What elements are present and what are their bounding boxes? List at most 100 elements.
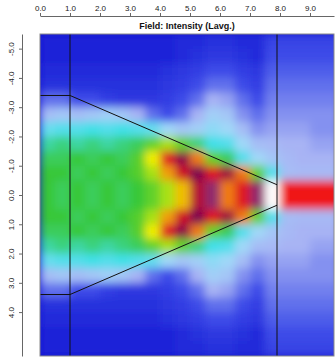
heat-cell bbox=[100, 341, 116, 356]
y-tick-label: 1.0 bbox=[7, 219, 16, 231]
heat-cell bbox=[280, 136, 296, 151]
heat-cell bbox=[145, 268, 161, 283]
y-tick-label: -3.0 bbox=[7, 100, 16, 114]
heat-cell bbox=[310, 180, 326, 195]
x-tick-mark bbox=[220, 13, 221, 16]
heat-cell bbox=[175, 122, 191, 137]
heat-cell bbox=[235, 312, 251, 327]
heat-cell bbox=[295, 239, 311, 254]
heat-cell bbox=[310, 136, 326, 151]
heat-cell bbox=[100, 210, 116, 225]
heat-cell bbox=[280, 312, 296, 327]
y-tick-mark bbox=[19, 107, 22, 108]
heat-cell bbox=[160, 210, 176, 225]
heat-cell bbox=[145, 327, 161, 342]
heat-cell bbox=[55, 122, 71, 137]
heat-cell bbox=[55, 312, 71, 327]
y-tick-label: 2.0 bbox=[7, 248, 16, 260]
heat-cell bbox=[145, 136, 161, 151]
heat-cell bbox=[70, 268, 86, 283]
heat-cell bbox=[220, 341, 236, 356]
heat-cell bbox=[85, 224, 101, 239]
heat-cell bbox=[130, 327, 146, 342]
heat-cell bbox=[205, 254, 221, 269]
heat-cell bbox=[325, 93, 334, 108]
heat-cell bbox=[100, 224, 116, 239]
heat-cell bbox=[265, 210, 281, 225]
heat-cell bbox=[160, 166, 176, 181]
heat-cell bbox=[130, 297, 146, 312]
heat-cell bbox=[115, 151, 131, 166]
heat-cell bbox=[100, 254, 116, 269]
heat-cell bbox=[85, 78, 101, 93]
heatmap bbox=[40, 34, 334, 356]
y-tick: 3.0 bbox=[7, 277, 22, 289]
heat-cell bbox=[235, 78, 251, 93]
heat-cell bbox=[70, 151, 86, 166]
heat-cell bbox=[145, 34, 161, 49]
heat-cell bbox=[250, 268, 266, 283]
heat-cell bbox=[115, 239, 131, 254]
heat-cell bbox=[265, 268, 281, 283]
x-tick-mark bbox=[310, 13, 311, 16]
heat-cell bbox=[175, 268, 191, 283]
heat-cell bbox=[205, 283, 221, 298]
heat-cell bbox=[115, 122, 131, 137]
heat-cell bbox=[70, 122, 86, 137]
x-tick-label: 5.0 bbox=[185, 4, 197, 13]
heat-cell bbox=[145, 49, 161, 64]
heat-cell bbox=[280, 297, 296, 312]
heat-cell bbox=[130, 210, 146, 225]
heat-cell bbox=[175, 327, 191, 342]
heat-cell bbox=[325, 78, 334, 93]
heat-cell bbox=[160, 239, 176, 254]
heat-cell bbox=[310, 151, 326, 166]
heat-cell bbox=[100, 239, 116, 254]
heat-cell bbox=[265, 254, 281, 269]
heat-cell bbox=[130, 224, 146, 239]
x-tick: 7.0 bbox=[245, 4, 257, 16]
heat-cell bbox=[70, 166, 86, 181]
heat-cell bbox=[205, 166, 221, 181]
heat-cell bbox=[100, 63, 116, 78]
heat-cell bbox=[235, 297, 251, 312]
heat-cell bbox=[325, 268, 334, 283]
heat-cell bbox=[40, 34, 56, 49]
heat-cell bbox=[160, 341, 176, 356]
heat-cell bbox=[40, 283, 56, 298]
heat-cell bbox=[175, 297, 191, 312]
heat-cell bbox=[70, 195, 86, 210]
heat-cell bbox=[220, 312, 236, 327]
heat-cell bbox=[55, 254, 71, 269]
heat-cell bbox=[145, 210, 161, 225]
heat-cell bbox=[310, 268, 326, 283]
heat-cell bbox=[250, 107, 266, 122]
heat-cell bbox=[130, 63, 146, 78]
heat-cell bbox=[295, 224, 311, 239]
structure-line bbox=[40, 95, 70, 96]
heat-cell bbox=[55, 34, 71, 49]
heat-cell bbox=[160, 254, 176, 269]
heat-cell bbox=[190, 254, 206, 269]
heat-cell bbox=[100, 34, 116, 49]
heat-cell bbox=[250, 341, 266, 356]
heat-cell bbox=[205, 78, 221, 93]
heat-cell bbox=[175, 107, 191, 122]
y-tick-mark bbox=[19, 166, 22, 167]
heat-cell bbox=[55, 283, 71, 298]
heat-cell bbox=[190, 49, 206, 64]
x-tick: 0.0 bbox=[35, 4, 47, 16]
heat-cell bbox=[85, 63, 101, 78]
heat-cell bbox=[175, 312, 191, 327]
heat-cell bbox=[175, 78, 191, 93]
y-tick-label: 0.0 bbox=[7, 189, 16, 201]
heat-cell bbox=[265, 166, 281, 181]
heat-cell bbox=[235, 327, 251, 342]
heat-cell bbox=[280, 224, 296, 239]
heat-cell bbox=[310, 49, 326, 64]
heat-cell bbox=[250, 283, 266, 298]
x-axis-line bbox=[41, 16, 335, 17]
y-tick: 2.0 bbox=[7, 248, 22, 260]
heat-cell bbox=[130, 151, 146, 166]
chart-title: Field: Intensity (Lavg.) bbox=[139, 21, 235, 31]
